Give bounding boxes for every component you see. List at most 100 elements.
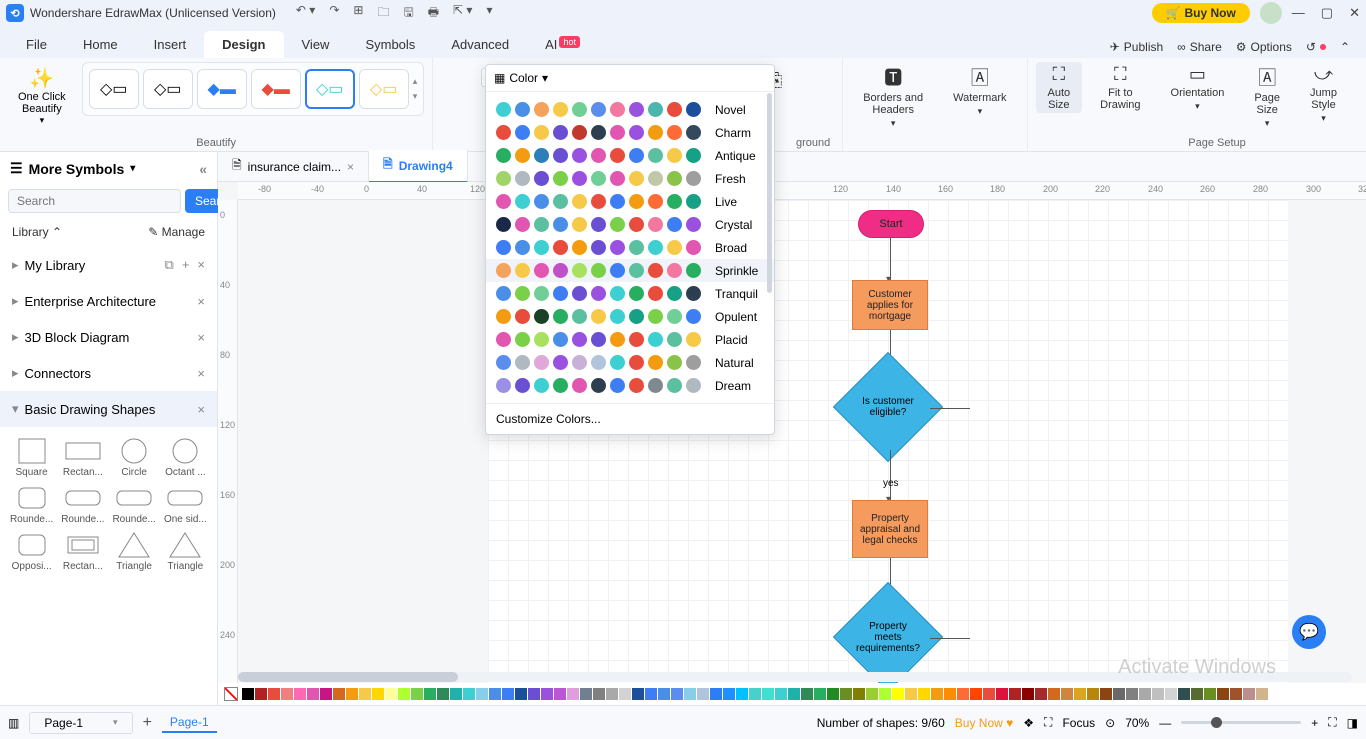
color-theme-opulent[interactable]: Opulent [486, 305, 774, 328]
tree-item-2[interactable]: ▸3D Block Diagram× [0, 319, 217, 355]
color-swatch-19[interactable] [489, 688, 501, 700]
color-swatch-50[interactable] [892, 688, 904, 700]
color-swatch-62[interactable] [1048, 688, 1060, 700]
color-swatch-45[interactable] [827, 688, 839, 700]
color-swatch-68[interactable] [1126, 688, 1138, 700]
avatar[interactable] [1260, 2, 1282, 24]
color-swatch-27[interactable] [593, 688, 605, 700]
color-swatch-2[interactable] [268, 688, 280, 700]
share-link[interactable]: ∞ Share [1177, 40, 1222, 54]
color-swatch-15[interactable] [437, 688, 449, 700]
color-swatch-60[interactable] [1022, 688, 1034, 700]
tree-item-3[interactable]: ▸Connectors× [0, 355, 217, 391]
color-swatch-64[interactable] [1074, 688, 1086, 700]
color-swatch-24[interactable] [554, 688, 566, 700]
color-swatch-10[interactable] [372, 688, 384, 700]
color-swatch-6[interactable] [320, 688, 332, 700]
buy-now-button[interactable]: 🛒 Buy Now [1152, 3, 1250, 23]
jump-style-button[interactable]: ⤻Jump Style▾ [1298, 62, 1349, 126]
color-swatch-18[interactable] [476, 688, 488, 700]
color-swatch-23[interactable] [541, 688, 553, 700]
color-swatch-32[interactable] [658, 688, 670, 700]
color-dropdown-header[interactable]: ▦ Color ▾ [486, 65, 774, 92]
focus-label[interactable]: Focus [1062, 716, 1095, 730]
color-swatch-70[interactable] [1152, 688, 1164, 700]
shape-5[interactable]: Rounde... [59, 482, 106, 525]
more-icon[interactable]: ▾ [486, 3, 492, 24]
shape-7[interactable]: One sid... [162, 482, 209, 525]
theme-preset-3[interactable]: ◆▬ [197, 69, 247, 109]
color-swatch-7[interactable] [333, 688, 345, 700]
close-tab-icon[interactable]: × [347, 160, 354, 174]
customize-colors-link[interactable]: Customize Colors... [486, 403, 774, 434]
no-color-icon[interactable] [224, 687, 238, 701]
color-swatch-46[interactable] [840, 688, 852, 700]
color-swatch-59[interactable] [1009, 688, 1021, 700]
color-swatch-37[interactable] [723, 688, 735, 700]
flowchart-decision-2[interactable]: Property meets requirements? [849, 598, 927, 676]
color-swatch-25[interactable] [567, 688, 579, 700]
color-swatch-28[interactable] [606, 688, 618, 700]
flowchart-start[interactable]: Start [858, 210, 924, 238]
layers-icon[interactable]: ❖ [1023, 716, 1034, 730]
menu-insert[interactable]: Insert [136, 31, 205, 58]
close-icon[interactable]: × [197, 402, 205, 417]
theme-preset-5[interactable]: ◇▭ [305, 69, 355, 109]
watermark-button[interactable]: 🄰Watermark▾ [941, 62, 1018, 119]
color-swatch-40[interactable] [762, 688, 774, 700]
menu-advanced[interactable]: Advanced [433, 31, 527, 58]
tab-insurance[interactable]: 🗎 insurance claim... × [218, 151, 369, 182]
color-swatch-0[interactable] [242, 688, 254, 700]
shape-11[interactable]: Triangle [162, 529, 209, 572]
page-selector[interactable]: Page-1▾ [29, 712, 132, 734]
color-swatch-47[interactable] [853, 688, 865, 700]
export-icon[interactable]: ⇱ ▾ [453, 3, 472, 24]
flowchart-process-2[interactable]: Property appraisal and legal checks [852, 500, 928, 558]
tree-item-4[interactable]: ▾Basic Drawing Shapes× [0, 391, 217, 427]
pages-icon[interactable]: ▥ [8, 716, 19, 730]
color-swatch-30[interactable] [632, 688, 644, 700]
close-icon[interactable]: × [197, 330, 205, 345]
borders-headers-button[interactable]: 🆃Borders and Headers▾ [851, 62, 935, 131]
popup-scrollbar[interactable] [767, 93, 772, 293]
color-swatch-31[interactable] [645, 688, 657, 700]
page-size-button[interactable]: 🄰Page Size▾ [1242, 62, 1292, 131]
menu-home[interactable]: Home [65, 31, 136, 58]
canvas[interactable]: -80-400401201602002402801201401601802002… [218, 182, 1366, 683]
tree-item-0[interactable]: ▸My Library⧉+× [0, 247, 217, 283]
add-page-icon[interactable]: + [143, 714, 152, 732]
color-swatch-12[interactable] [398, 688, 410, 700]
collapse-ribbon-icon[interactable]: ⌃ [1340, 40, 1350, 54]
unit-button[interactable]: △Unit▾ [1355, 62, 1366, 114]
zoom-in-icon[interactable]: + [1311, 716, 1318, 730]
collapse-panel-icon[interactable]: « [199, 161, 207, 177]
fullscreen-icon[interactable]: ⛶ [1328, 715, 1336, 730]
add-icon[interactable]: + [182, 257, 190, 273]
color-swatch-53[interactable] [931, 688, 943, 700]
shape-0[interactable]: Square [8, 435, 55, 478]
color-swatch-17[interactable] [463, 688, 475, 700]
one-click-beautify-button[interactable]: ✨ One Click Beautify ▾ [8, 62, 76, 130]
color-theme-charm[interactable]: Charm [486, 121, 774, 144]
shape-9[interactable]: Rectan... [59, 529, 106, 572]
color-swatch-20[interactable] [502, 688, 514, 700]
color-swatch-72[interactable] [1178, 688, 1190, 700]
shape-6[interactable]: Rounde... [111, 482, 158, 525]
color-swatch-66[interactable] [1100, 688, 1112, 700]
color-theme-dream[interactable]: Dream [486, 374, 774, 397]
color-swatch-21[interactable] [515, 688, 527, 700]
color-swatch-56[interactable] [970, 688, 982, 700]
flowchart-decision-1[interactable]: Is customer eligible? [849, 368, 927, 446]
color-swatch-71[interactable] [1165, 688, 1177, 700]
close-icon[interactable]: × [197, 257, 205, 273]
color-swatch-51[interactable] [905, 688, 917, 700]
manage-link[interactable]: ✎ Manage [148, 225, 205, 239]
shape-1[interactable]: Rectan... [59, 435, 106, 478]
fit-drawing-button[interactable]: ⛶Fit to Drawing [1088, 62, 1152, 113]
color-swatch-57[interactable] [983, 688, 995, 700]
color-swatch-4[interactable] [294, 688, 306, 700]
color-swatch-34[interactable] [684, 688, 696, 700]
theme-preset-6[interactable]: ◇▭ [359, 69, 409, 109]
color-theme-live[interactable]: Live [486, 190, 774, 213]
library-label[interactable]: Library ⌃ [12, 225, 62, 239]
